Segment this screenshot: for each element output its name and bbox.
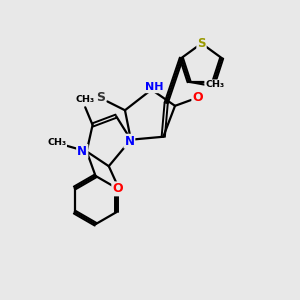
Text: N: N <box>77 145 87 158</box>
Text: CH₃: CH₃ <box>205 80 224 89</box>
Text: S: S <box>197 37 206 50</box>
Text: N: N <box>77 145 87 158</box>
Text: N: N <box>124 135 134 148</box>
Text: CH₃: CH₃ <box>47 138 66 147</box>
Text: O: O <box>112 182 123 195</box>
Text: CH₃: CH₃ <box>76 94 95 103</box>
Text: NH: NH <box>145 82 164 92</box>
Text: S: S <box>96 92 105 104</box>
Text: O: O <box>192 91 203 104</box>
